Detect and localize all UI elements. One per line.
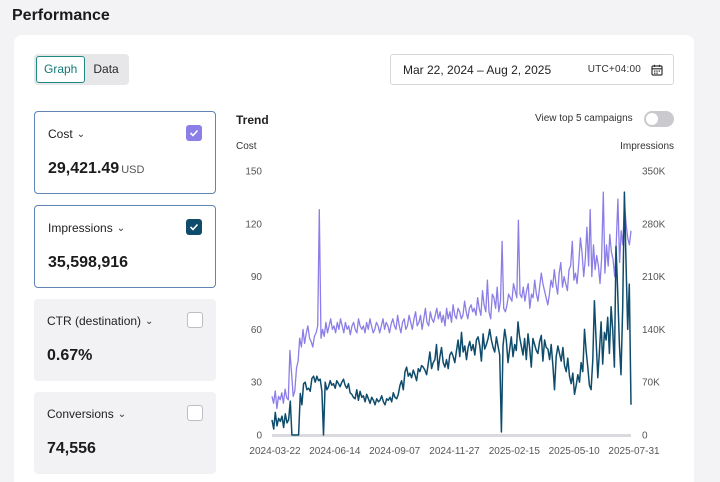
x-tick-label: 2024-09-07 <box>369 446 421 457</box>
impressions-checkbox[interactable] <box>186 219 202 235</box>
chevron-down-icon[interactable]: ⌄ <box>116 222 126 234</box>
chevron-down-icon[interactable]: ⌄ <box>145 315 154 327</box>
data-tab[interactable]: Data <box>93 62 119 76</box>
page-title: Performance <box>12 7 110 24</box>
checkmark-icon <box>189 223 199 231</box>
metric-value-cost: 29,421.49 <box>48 160 120 177</box>
date-range-picker[interactable]: Mar 22, 2024 – Aug 2, 2025 UTC+04:00 <box>390 54 674 85</box>
metric-card-impressions[interactable]: Impressions ⌄ 35,598,916 <box>34 205 216 288</box>
x-tick-label: 2025-02-15 <box>489 446 541 457</box>
trend-title: Trend <box>236 113 269 127</box>
metric-value-impressions: 35,598,916 <box>48 254 129 271</box>
right-axis-title: Impressions <box>620 141 674 152</box>
view-toggle: Graph Data <box>34 54 129 85</box>
y-right-tick-label: 140K <box>642 325 666 336</box>
top-campaigns-label: View top 5 campaigns <box>535 113 633 124</box>
left-axis-title: Cost <box>236 141 257 152</box>
y-right-tick-label: 70K <box>642 378 660 389</box>
ctr-checkbox[interactable] <box>187 312 203 328</box>
series-line-impressions <box>271 191 632 436</box>
metric-name-conversions: Conversions <box>47 407 114 421</box>
series-line-cost <box>271 191 632 410</box>
conversions-checkbox[interactable] <box>187 405 203 421</box>
metric-name-ctr: CTR (destination) <box>47 314 142 328</box>
metric-value-conversions: 74,556 <box>47 440 96 457</box>
metric-card-conversions[interactable]: Conversions ⌄ 74,556 <box>34 392 216 474</box>
x-tick-label: 2024-03-22 <box>249 446 301 457</box>
date-range-text: Mar 22, 2024 – Aug 2, 2025 <box>403 62 552 77</box>
y-left-tick-label: 90 <box>251 272 263 283</box>
y-right-tick-label: 280K <box>642 219 666 230</box>
x-tick-label: 2025-07-31 <box>608 446 660 457</box>
metric-card-ctr[interactable]: CTR (destination) ⌄ 0.67% <box>34 299 216 381</box>
checkmark-icon <box>189 129 199 137</box>
y-left-tick-label: 0 <box>256 431 262 442</box>
performance-card: Graph Data Mar 22, 2024 – Aug 2, 2025 UT… <box>14 35 694 482</box>
y-right-tick-label: 0 <box>642 431 648 442</box>
x-tick-label: 2024-06-14 <box>309 446 361 457</box>
y-left-tick-label: 120 <box>245 219 262 230</box>
metric-card-cost[interactable]: Cost ⌄ 29,421.49 USD <box>34 111 216 194</box>
graph-tab[interactable]: Graph <box>36 56 86 83</box>
x-tick-label: 2024-11-27 <box>429 446 480 457</box>
chevron-down-icon[interactable]: ⌄ <box>117 408 127 420</box>
cost-checkbox[interactable] <box>186 125 202 141</box>
y-left-tick-label: 30 <box>251 378 263 389</box>
x-tick-label: 2025-05-10 <box>549 446 601 457</box>
metric-name-cost: Cost <box>48 127 73 141</box>
y-right-tick-label: 210K <box>642 272 666 283</box>
timezone-label: UTC+04:00 <box>587 64 641 75</box>
trend-chart: 0 30 60 90 120 150 0 70K 140K 210K 280K 350K 2024-03… <box>245 167 666 458</box>
top-campaigns-toggle[interactable] <box>644 111 674 127</box>
metric-unit-cost: USD <box>121 164 145 176</box>
y-left-tick-label: 150 <box>245 167 262 178</box>
calendar-icon <box>651 64 663 76</box>
chevron-down-icon[interactable]: ⌄ <box>76 128 86 140</box>
y-right-tick-label: 350K <box>642 167 666 178</box>
y-left-tick-label: 60 <box>251 325 263 336</box>
toggle-knob <box>646 113 658 125</box>
metric-value-ctr: 0.67% <box>47 347 93 364</box>
metric-name-impressions: Impressions <box>48 221 113 235</box>
